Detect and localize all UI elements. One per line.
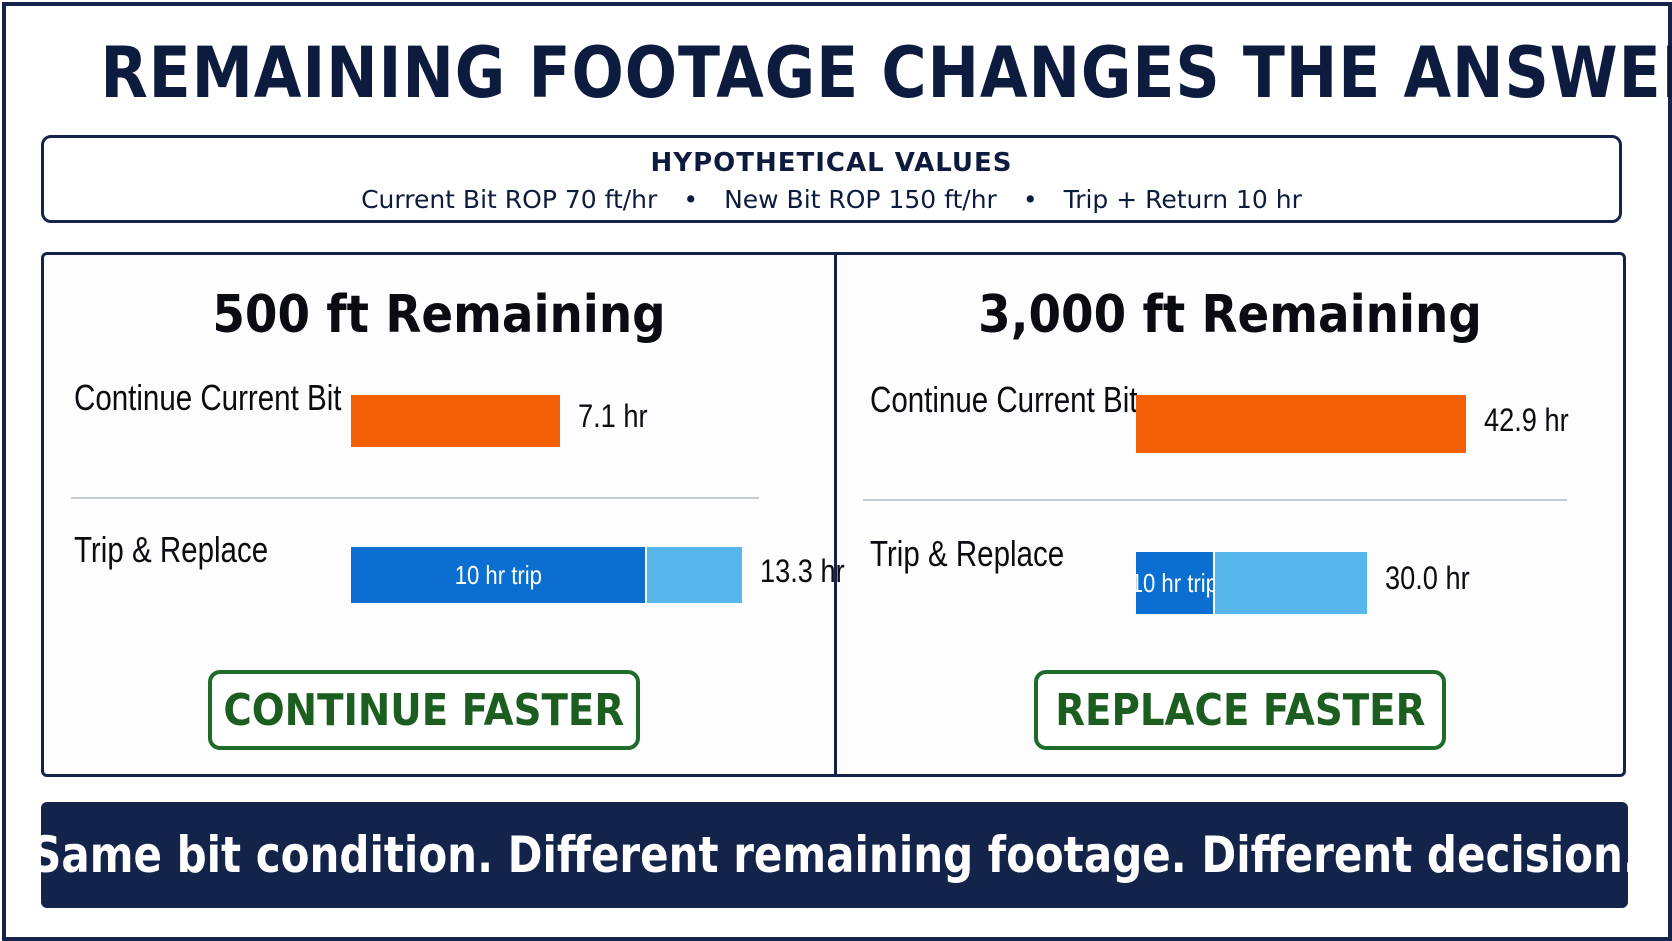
panel-divider <box>834 255 837 774</box>
verdict-text: CONTINUE FASTER <box>223 684 625 736</box>
value-label-trip: 13.3 hr <box>760 553 845 589</box>
verdict-text: REPLACE FASTER <box>1054 684 1426 736</box>
row-separator <box>71 497 759 499</box>
bar-continue-current-bit <box>1136 395 1467 453</box>
row-label-trip: Trip & Replace <box>74 529 269 570</box>
bar-new-bit-drilling <box>645 547 743 603</box>
bullet-separator: • <box>1022 185 1038 214</box>
bullet-separator: • <box>683 185 699 214</box>
panel-500ft: 500 ft Remaining Continue Current Bit 7.… <box>44 255 845 774</box>
panel-3000ft: 3,000 ft Remaining Continue Current Bit … <box>837 255 1623 774</box>
bar-trip-segment: 10 hr trip <box>351 547 645 603</box>
row-label-continue: Continue Current Bit <box>870 379 1138 420</box>
row-separator <box>863 499 1567 501</box>
trip-segment-label: 10 hr trip <box>454 559 542 590</box>
assumption-trip-time: Trip + Return 10 hr <box>1063 185 1302 214</box>
row-label-trip: Trip & Replace <box>870 533 1065 574</box>
footer-banner: Same bit condition. Different remaining … <box>31 802 1638 908</box>
footer-text: Same bit condition. Different remaining … <box>30 826 1639 884</box>
bar-trip-segment: 10 hr trip <box>1136 552 1213 614</box>
bar-new-bit-drilling <box>1213 552 1367 614</box>
row-label-continue: Continue Current Bit <box>74 377 342 418</box>
value-label-continue: 42.9 hr <box>1484 402 1570 438</box>
panel-title: 3,000 ft Remaining <box>978 285 1482 345</box>
verdict-badge: CONTINUE FASTER <box>208 670 640 750</box>
trip-segment-label: 10 hr trip <box>1136 567 1213 598</box>
panel-title: 500 ft Remaining <box>212 285 666 345</box>
bar-continue-current-bit <box>351 395 560 447</box>
assumptions-box: HYPOTHETICAL VALUES Current Bit ROP 70 f… <box>41 135 1622 223</box>
assumption-new-rop: New Bit ROP 150 ft/hr <box>724 185 997 214</box>
verdict-badge: REPLACE FASTER <box>1034 670 1446 750</box>
value-label-continue: 7.1 hr <box>577 398 648 434</box>
value-label-trip: 30.0 hr <box>1385 560 1470 596</box>
main-title: REMAINING FOOTAGE CHANGES THE ANSWER <box>100 32 1672 114</box>
assumptions-line: Current Bit ROP 70 ft/hr • New Bit ROP 150… <box>44 185 1619 214</box>
assumption-current-rop: Current Bit ROP 70 ft/hr <box>361 185 658 214</box>
comparison-panels: 500 ft Remaining Continue Current Bit 7.… <box>41 252 1626 777</box>
assumptions-heading: HYPOTHETICAL VALUES <box>650 148 1013 178</box>
